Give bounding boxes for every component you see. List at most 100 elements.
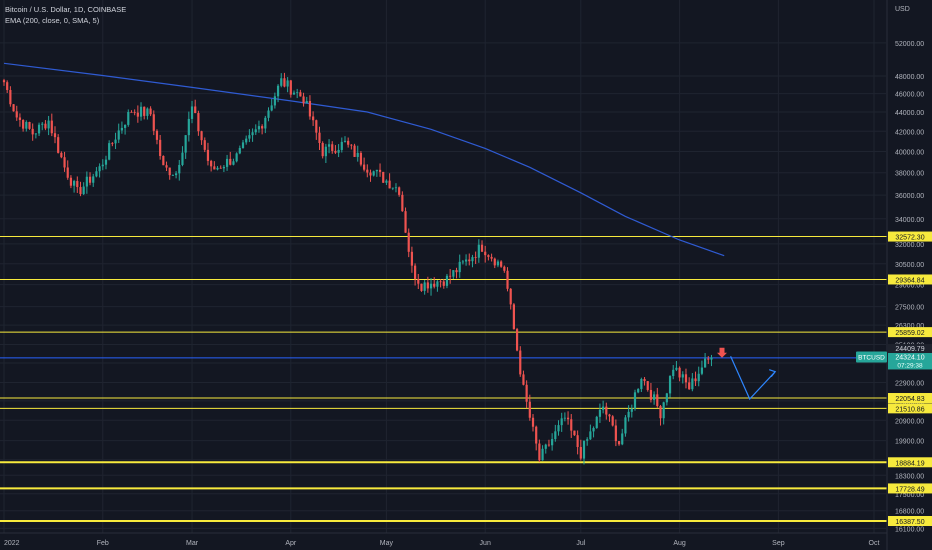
candle[interactable] [299, 89, 302, 97]
candle[interactable] [404, 207, 407, 233]
candle[interactable] [12, 104, 15, 112]
candle[interactable] [611, 415, 614, 427]
candle[interactable] [149, 106, 152, 117]
candle[interactable] [477, 239, 480, 263]
candle[interactable] [251, 128, 254, 142]
candle[interactable] [6, 80, 9, 94]
candle[interactable] [286, 77, 289, 93]
candle[interactable] [378, 163, 382, 177]
candle[interactable] [582, 440, 586, 465]
candle[interactable] [394, 183, 398, 193]
candle[interactable] [308, 95, 312, 120]
candle[interactable] [34, 133, 37, 139]
candle[interactable] [261, 124, 264, 135]
candle[interactable] [104, 155, 108, 170]
candle[interactable] [375, 169, 378, 177]
candle[interactable] [388, 173, 391, 189]
candle[interactable] [273, 92, 276, 109]
candle[interactable] [426, 276, 429, 293]
candle[interactable] [656, 387, 659, 408]
candle[interactable] [123, 124, 127, 135]
candle[interactable] [602, 400, 605, 414]
candle[interactable] [630, 404, 633, 418]
candle[interactable] [353, 143, 356, 157]
candle[interactable] [471, 254, 474, 268]
candle[interactable] [703, 353, 707, 368]
candle[interactable] [165, 161, 168, 172]
candle[interactable] [665, 392, 668, 406]
candle[interactable] [401, 191, 404, 212]
candle[interactable] [633, 389, 637, 411]
candle[interactable] [560, 412, 563, 432]
candle[interactable] [668, 375, 672, 398]
symbol-title[interactable]: Bitcoin / U.S. Dollar, 1D, COINBASE [5, 5, 126, 14]
candle[interactable] [474, 251, 477, 264]
candle[interactable] [184, 135, 187, 159]
candle[interactable] [554, 424, 557, 442]
candle[interactable] [423, 279, 426, 295]
candle[interactable] [515, 327, 519, 352]
candle[interactable] [433, 277, 436, 289]
candle[interactable] [506, 267, 509, 292]
candle[interactable] [37, 122, 41, 136]
candle[interactable] [143, 106, 146, 120]
candle[interactable] [442, 278, 445, 289]
candle[interactable] [343, 136, 347, 143]
candle[interactable] [487, 254, 490, 261]
candle[interactable] [334, 145, 337, 155]
candle[interactable] [197, 110, 200, 136]
candle[interactable] [264, 115, 267, 134]
candle[interactable] [598, 403, 602, 423]
candle[interactable] [576, 430, 579, 455]
candle[interactable] [538, 439, 541, 463]
ema-200-line[interactable] [3, 62, 725, 257]
candles[interactable] [2, 72, 713, 465]
candle[interactable] [312, 111, 315, 126]
candle[interactable] [544, 443, 547, 454]
candle[interactable] [305, 96, 308, 104]
candle[interactable] [468, 253, 471, 266]
candle[interactable] [15, 105, 18, 121]
candle[interactable] [95, 167, 98, 178]
candle[interactable] [225, 154, 229, 171]
candle[interactable] [496, 259, 500, 268]
candle[interactable] [614, 419, 617, 447]
candle[interactable] [410, 246, 414, 273]
candle[interactable] [174, 171, 178, 179]
candle[interactable] [292, 90, 296, 95]
candle[interactable] [327, 139, 331, 154]
candle[interactable] [461, 259, 465, 265]
candle[interactable] [136, 105, 139, 123]
candle[interactable] [697, 366, 700, 387]
candle[interactable] [417, 273, 420, 289]
candle[interactable] [445, 273, 449, 289]
candle[interactable] [439, 279, 442, 288]
candle[interactable] [608, 413, 611, 422]
projection-arrow[interactable] [730, 355, 777, 401]
candle[interactable] [206, 142, 210, 166]
candle[interactable] [69, 175, 73, 189]
candle[interactable] [535, 425, 538, 451]
candle[interactable] [41, 121, 44, 131]
candle[interactable] [382, 171, 385, 183]
candle[interactable] [493, 257, 496, 269]
candle[interactable] [649, 382, 653, 403]
candle[interactable] [203, 137, 206, 153]
candle[interactable] [503, 265, 506, 273]
candle[interactable] [280, 73, 283, 88]
candle[interactable] [190, 100, 194, 124]
candle[interactable] [640, 377, 643, 393]
candle[interactable] [519, 346, 522, 377]
candle[interactable] [22, 119, 25, 132]
candle[interactable] [127, 109, 130, 127]
candle[interactable] [168, 167, 171, 180]
candle[interactable] [302, 92, 305, 107]
candle[interactable] [455, 267, 458, 279]
candle[interactable] [98, 163, 101, 178]
candle[interactable] [238, 145, 241, 155]
candle[interactable] [480, 240, 484, 253]
candle[interactable] [210, 159, 213, 172]
candle[interactable] [111, 142, 114, 147]
candle[interactable] [25, 120, 28, 132]
candle[interactable] [181, 146, 184, 167]
